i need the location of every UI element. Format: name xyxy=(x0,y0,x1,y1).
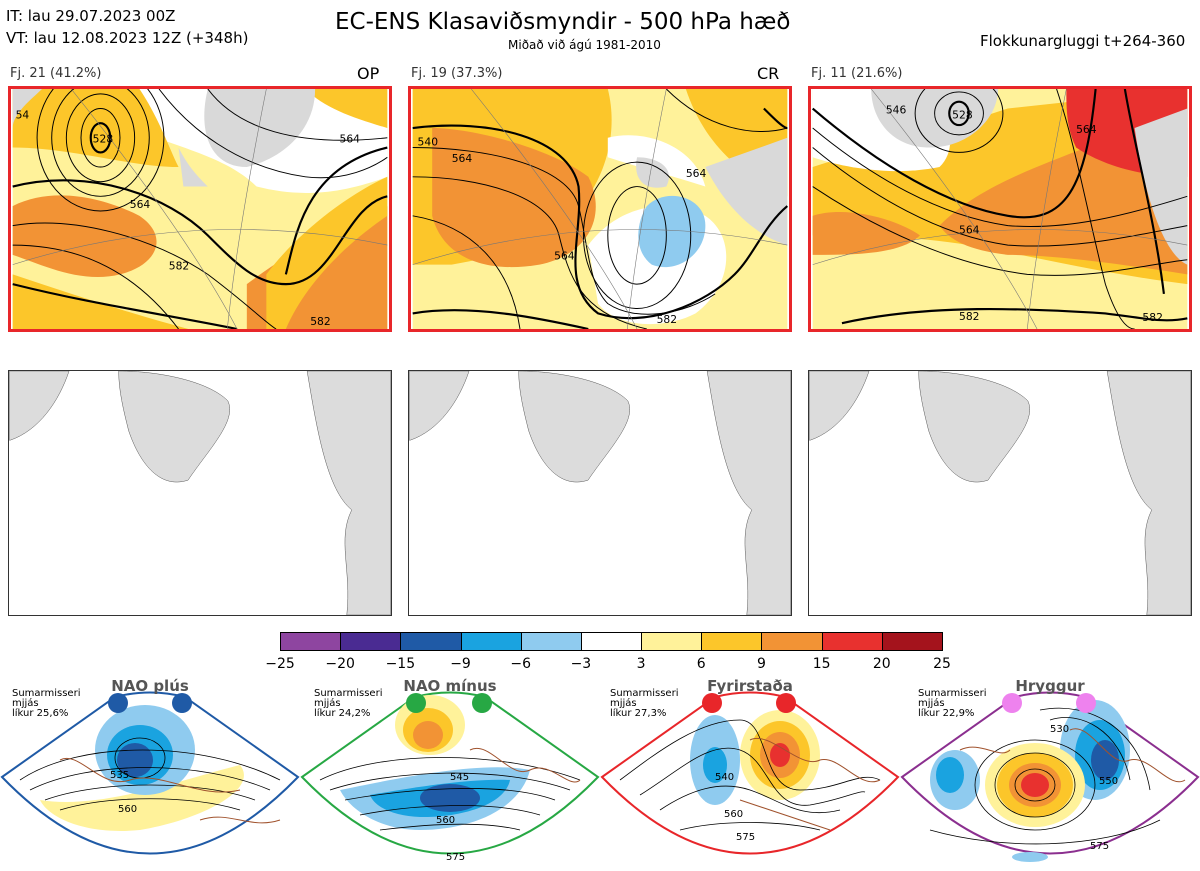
colorbar-segment xyxy=(881,632,943,651)
colorbar xyxy=(280,632,943,652)
regime-title: NAO mínus xyxy=(403,677,497,695)
regime-marker xyxy=(406,693,426,713)
contour-label: 540 xyxy=(418,136,439,149)
contour-label: 564 xyxy=(959,223,980,236)
cluster-1-anomaly-field: 564 564 582 582 528 54 xyxy=(12,89,388,329)
land-outline xyxy=(9,371,391,615)
contour-label: 546 xyxy=(886,103,907,116)
colorbar-segment xyxy=(821,632,883,651)
regime-nao-minus-map: 545 560 575 xyxy=(300,691,600,863)
cluster-1-label: Fj. 21 (41.2%) xyxy=(10,66,102,81)
regime-blocking: 540 560 575 Fyrirstaða Sumarmisseri mjjás… xyxy=(600,677,900,870)
contour-label: 550 xyxy=(1099,776,1118,787)
regime-note: Sumarmisseri mjjás líkur 22,9% xyxy=(918,688,987,719)
colorbar-segment xyxy=(280,632,342,651)
classification-window: Flokkunargluggi t+264-360 xyxy=(980,32,1186,50)
regime-title: Fyrirstaða xyxy=(707,677,793,695)
land-outline xyxy=(809,371,1191,615)
regime-marker xyxy=(1002,693,1022,713)
regime-note: Sumarmisseri mjjás líkur 25,6% xyxy=(12,688,81,719)
regime-note: Sumarmisseri mjjás líkur 27,3% xyxy=(610,688,679,719)
contour-label: 564 xyxy=(554,250,575,263)
cluster-3-anomaly-field: 546 564 564 582 582 528 xyxy=(811,89,1188,329)
contour-label: 575 xyxy=(1090,841,1109,852)
colorbar-tick-label: 9 xyxy=(756,656,766,672)
regime-blocking-map: 540 560 575 xyxy=(600,691,900,855)
empty-map-2 xyxy=(408,370,792,616)
regime-marker xyxy=(1076,693,1096,713)
contour-label: 54 xyxy=(16,108,30,121)
colorbar-segment xyxy=(580,632,643,651)
contour-label: 564 xyxy=(1076,123,1097,136)
colorbar-tick-label: −20 xyxy=(325,656,355,672)
contour-label: 564 xyxy=(340,133,361,146)
regime-title: NAO plús xyxy=(111,677,189,695)
colorbar-segment xyxy=(340,632,402,651)
empty-map-3 xyxy=(808,370,1192,616)
colorbar-tick-label: −3 xyxy=(570,656,592,672)
colorbar-tick-label: −25 xyxy=(265,656,295,672)
land-outline xyxy=(409,371,791,615)
contour-label: 560 xyxy=(118,804,137,815)
contour-label: 582 xyxy=(169,259,189,272)
page-subtitle: Miðað við ágú 1981-2010 xyxy=(508,38,661,52)
colorbar-tick-label: 6 xyxy=(696,656,706,672)
colorbar-tick-label: 20 xyxy=(872,656,891,672)
regime-marker xyxy=(776,693,796,713)
colorbar-segment xyxy=(761,632,823,651)
cluster-1-map: 564 564 582 582 528 54 xyxy=(8,86,392,332)
empty-map-1 xyxy=(8,370,392,616)
regime-nao-plus-map: 535 560 xyxy=(0,691,300,855)
contour-label: 582 xyxy=(310,315,330,328)
contour-label: 582 xyxy=(657,313,677,326)
colorbar-tick-label: 3 xyxy=(636,656,646,672)
contour-label: 535 xyxy=(110,770,129,781)
regime-marker xyxy=(108,693,128,713)
contour-label: 530 xyxy=(1050,724,1069,735)
colorbar-tick-label: −15 xyxy=(385,656,416,672)
contour-label: 564 xyxy=(686,167,707,180)
contour-label: 582 xyxy=(1142,311,1162,324)
regime-title: Hryggur xyxy=(1015,677,1085,695)
cluster-2-type: CR xyxy=(757,64,780,83)
regime-marker xyxy=(172,693,192,713)
contour-label: 540 xyxy=(715,772,734,783)
contour-label: 564 xyxy=(130,198,151,211)
cluster-3-label: Fj. 11 (21.6%) xyxy=(811,66,903,81)
contour-label: 564 xyxy=(452,152,473,165)
contour-label: 560 xyxy=(436,815,455,826)
contour-label: 582 xyxy=(959,310,979,323)
colorbar-segment xyxy=(701,632,763,651)
regime-ridge-map: 530 550 575 xyxy=(900,691,1200,862)
colorbar-tick-label: 25 xyxy=(933,656,951,672)
colorbar-segment xyxy=(400,632,462,651)
contour-label: 575 xyxy=(446,852,465,863)
colorbar-segment xyxy=(460,632,522,651)
regime-ridge: 530 550 575 Hryggur Sumarmisseri mjjás lík… xyxy=(900,677,1200,870)
regime-marker xyxy=(702,693,722,713)
cluster-1-type: OP xyxy=(357,64,380,83)
initial-time: IT: lau 29.07.2023 00Z xyxy=(6,7,176,25)
cluster-2-label: Fj. 19 (37.3%) xyxy=(411,66,503,81)
cluster-3-map: 546 564 564 582 582 528 xyxy=(808,86,1192,332)
contour-label: 528 xyxy=(93,133,114,146)
page-title: EC-ENS Klasaviðsmyndir - 500 hPa hæð xyxy=(335,9,791,35)
cluster-2-anomaly-field: 564 564 564 582 540 xyxy=(412,89,789,329)
regime-marker xyxy=(472,693,492,713)
cluster-2-map: 564 564 564 582 540 xyxy=(408,86,792,332)
contour-label: 560 xyxy=(724,809,743,820)
valid-time: VT: lau 12.08.2023 12Z (+348h) xyxy=(6,29,249,47)
colorbar-segment xyxy=(641,632,703,651)
contour-label: 528 xyxy=(952,108,973,121)
regime-nao-plus: 535 560 NAO plús Sumarmisseri mjjás líkur … xyxy=(0,677,300,870)
regime-nao-minus: 545 560 575 NAO mínus Sumarmisseri mjjás l… xyxy=(300,677,600,870)
colorbar-tick-label: −9 xyxy=(450,656,471,672)
contour-label: 545 xyxy=(450,772,469,783)
regime-note: Sumarmisseri mjjás líkur 24,2% xyxy=(314,688,383,719)
colorbar-segment xyxy=(520,632,582,651)
colorbar-tick-label: −6 xyxy=(510,656,532,672)
colorbar-tick-label: 15 xyxy=(812,656,831,672)
contour-label: 575 xyxy=(736,832,755,843)
